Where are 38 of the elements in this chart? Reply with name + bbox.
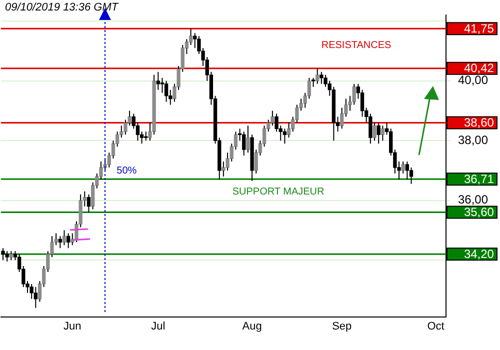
annotation: RESISTANCES — [321, 40, 392, 52]
x-tick-label: Aug — [242, 320, 262, 332]
ref-line-label: 35,60 — [464, 205, 494, 220]
candlestick — [62, 230, 66, 246]
candlestick — [242, 131, 246, 156]
ref-line-label: 38,60 — [464, 116, 494, 130]
x-tick-label: Oct — [427, 320, 444, 332]
candlestick — [405, 161, 410, 180]
candlestick — [164, 80, 168, 102]
candlestick — [34, 286, 38, 308]
y-tick-label: 36,00 — [458, 192, 488, 207]
candlestick — [380, 125, 385, 142]
y-tick-label: 38,00 — [458, 132, 488, 147]
ref-line-label: 41,75 — [464, 21, 494, 36]
candlestick — [307, 77, 312, 100]
candlestick — [66, 232, 70, 249]
candlestick — [286, 122, 291, 138]
x-tick-label: Jul — [151, 320, 166, 332]
candlestick — [188, 28, 193, 46]
text: 09/10/2019 13:36 GMT — [4, 2, 120, 14]
ref-line-label: 34,20 — [464, 246, 494, 261]
candlestick — [86, 194, 91, 213]
candlestick — [332, 86, 336, 142]
candlestick — [316, 68, 320, 84]
candlestick — [320, 71, 324, 84]
candlestick — [376, 122, 380, 144]
x-tick-label: Sep — [332, 320, 352, 332]
y-tick-label: 40,00 — [458, 73, 488, 88]
annotation: 50% — [116, 165, 137, 176]
candlestick — [360, 89, 364, 118]
annotation: SUPPORT MAJEUR — [232, 186, 324, 198]
ref-line-label: 36,71 — [464, 172, 494, 186]
candlestick — [1, 248, 5, 261]
candlestick — [409, 166, 414, 184]
x-tick-label: Jun — [64, 320, 82, 332]
ref-line-label: 40,42 — [464, 61, 494, 76]
candlestick — [352, 83, 356, 106]
candlestick — [340, 107, 344, 130]
